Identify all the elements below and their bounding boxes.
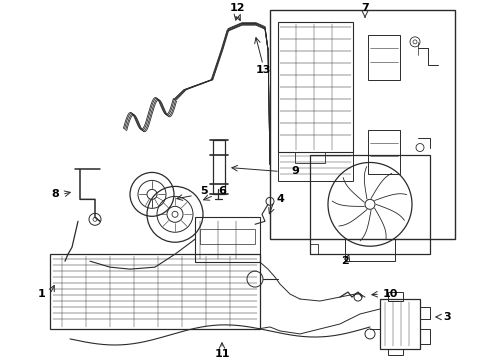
Text: 10: 10 — [382, 289, 398, 299]
Text: 5: 5 — [200, 186, 208, 197]
Bar — [310, 154, 430, 254]
Text: 7: 7 — [361, 3, 369, 13]
Bar — [195, 217, 260, 262]
Text: 4: 4 — [276, 194, 284, 204]
Bar — [345, 239, 395, 261]
Bar — [200, 229, 255, 244]
Bar — [50, 254, 260, 329]
Text: 2: 2 — [341, 256, 349, 266]
Bar — [368, 130, 400, 175]
Bar — [213, 140, 225, 194]
Text: 6: 6 — [218, 186, 226, 197]
Bar — [270, 10, 455, 239]
Text: 3: 3 — [443, 312, 451, 322]
Bar — [295, 152, 325, 163]
Bar — [278, 22, 353, 152]
Bar — [388, 292, 403, 301]
Bar — [368, 35, 400, 80]
Bar — [380, 299, 420, 349]
Text: 13: 13 — [255, 65, 270, 75]
Text: 8: 8 — [51, 189, 59, 199]
Bar — [278, 152, 353, 181]
Text: 11: 11 — [214, 349, 230, 359]
Text: 9: 9 — [291, 166, 299, 176]
Text: 12: 12 — [229, 3, 245, 13]
Bar — [388, 349, 403, 355]
Text: 1: 1 — [38, 289, 46, 299]
